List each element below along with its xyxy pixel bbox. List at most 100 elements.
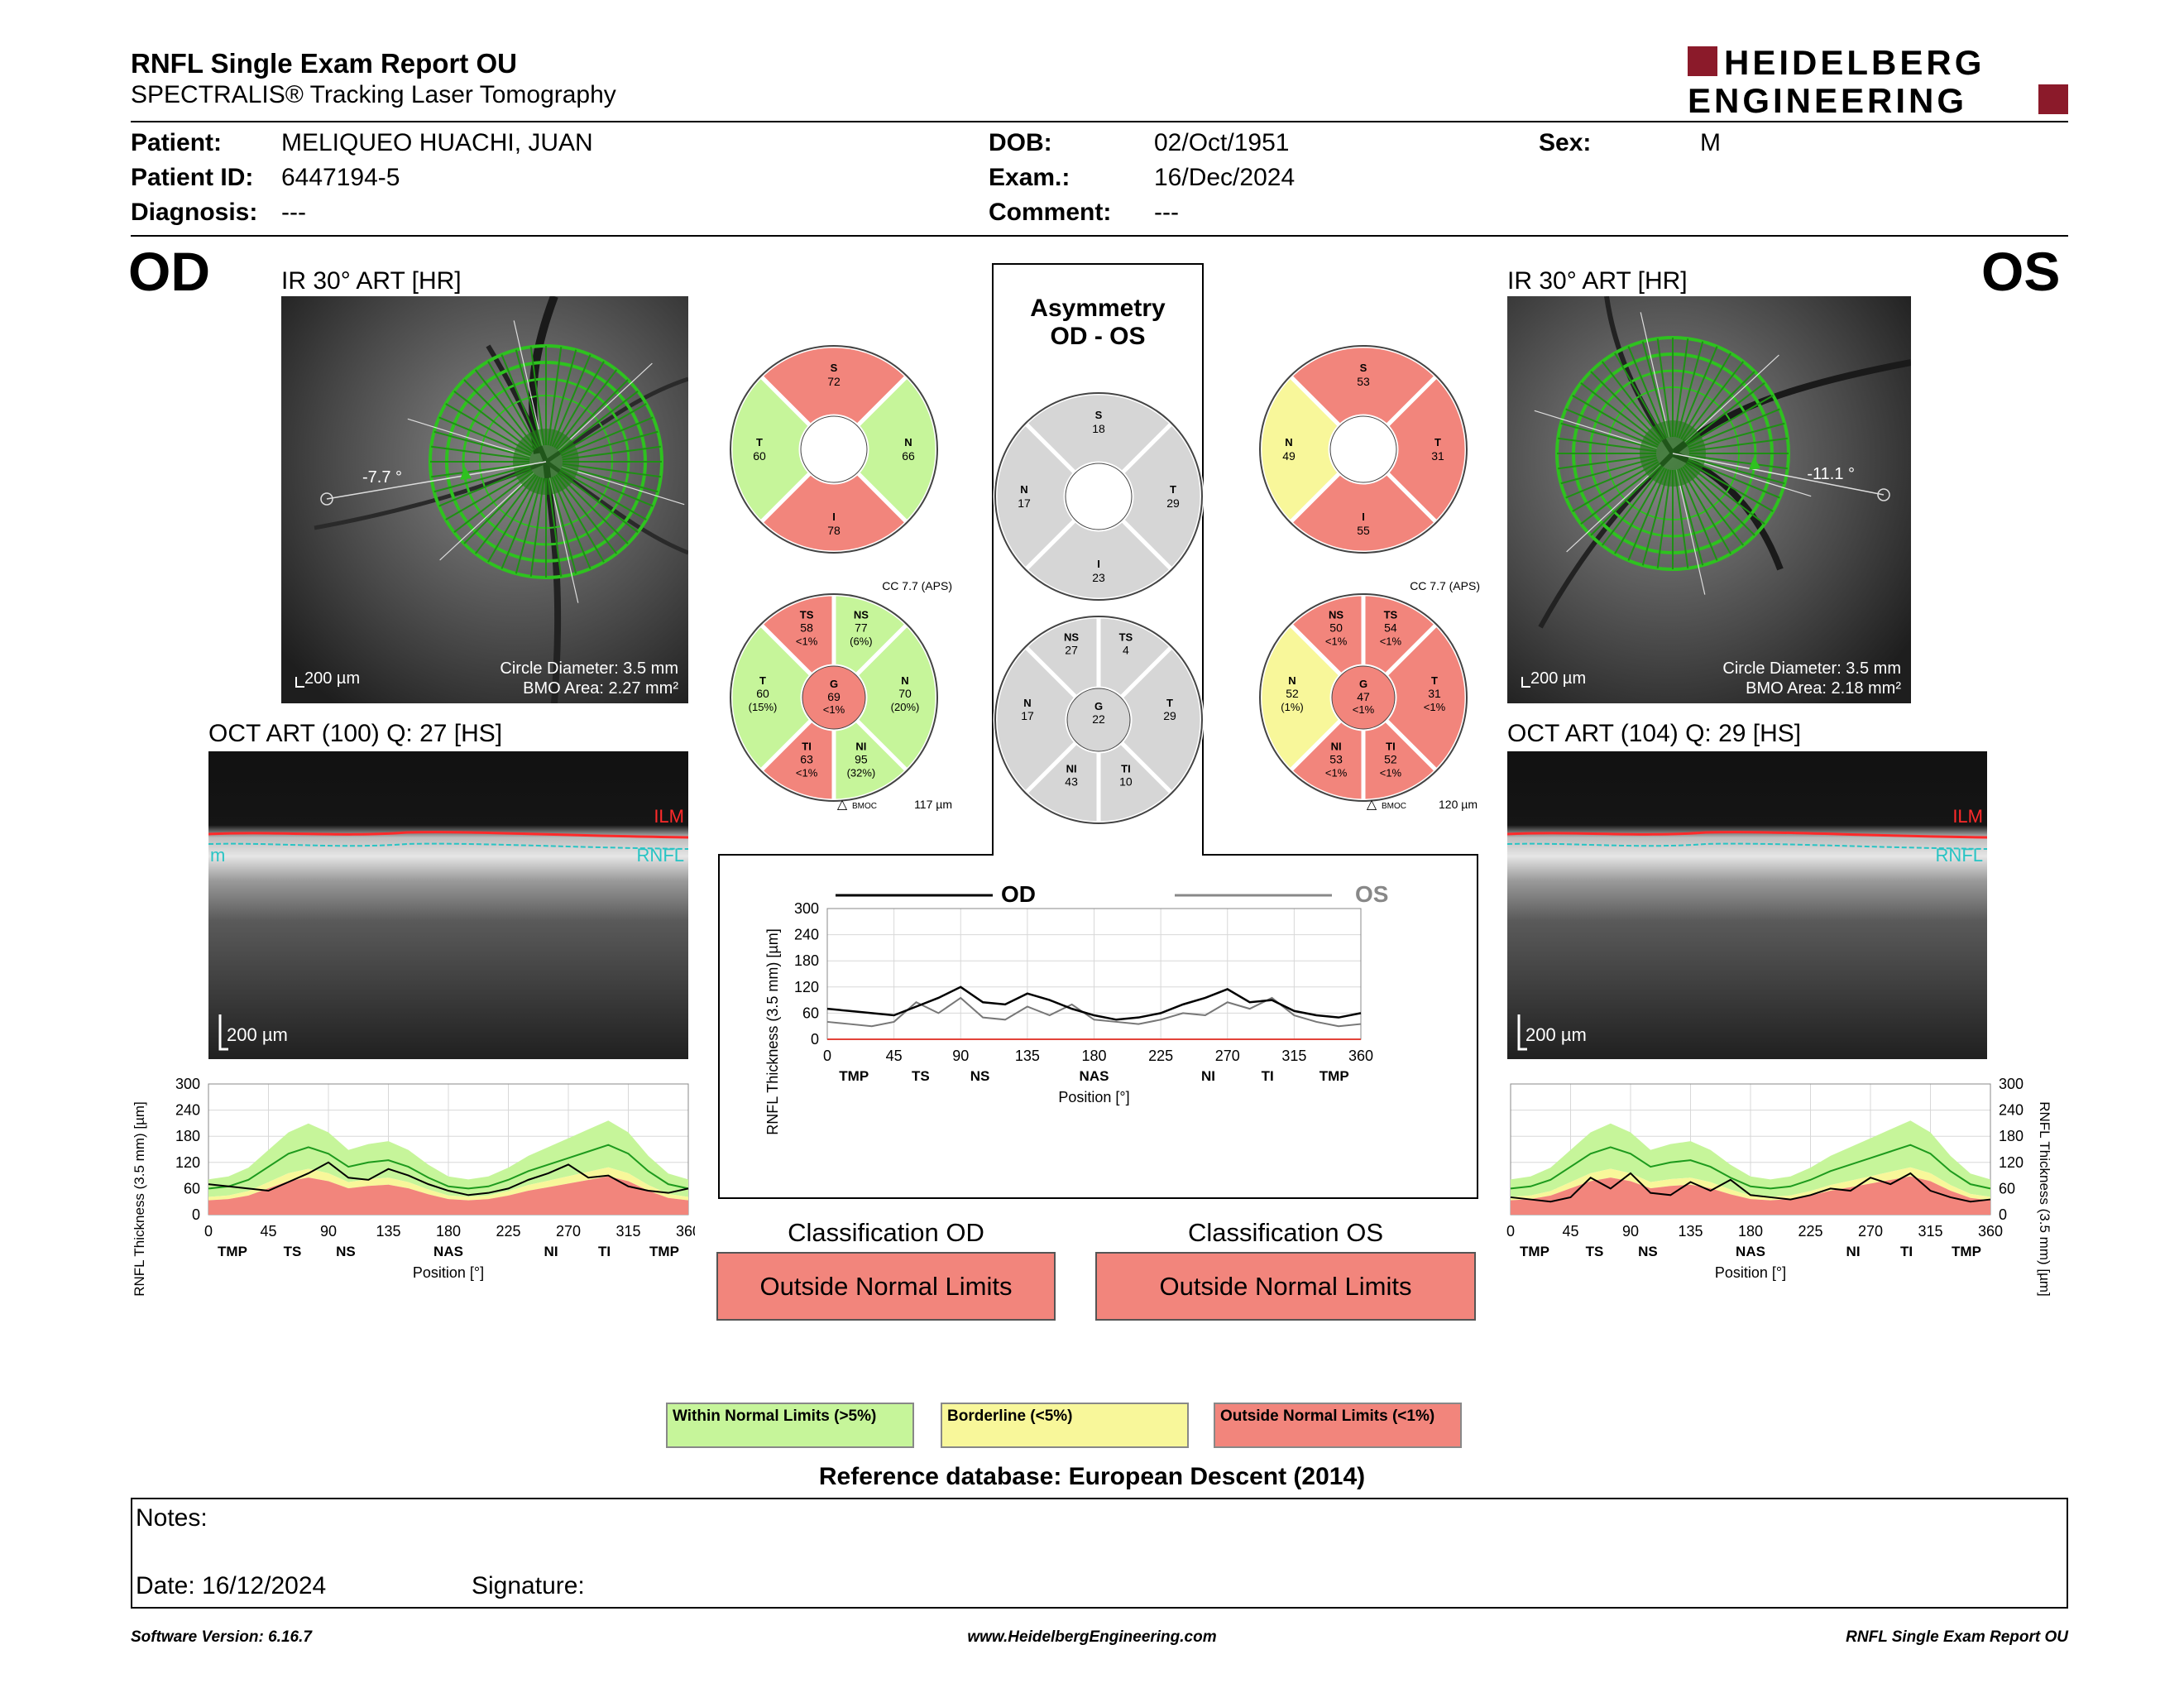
od-sector-n-label: N [901, 674, 908, 687]
os-oct-caption: OCT ART (104) Q: 29 [HS] [1507, 720, 1802, 747]
exam-value: 16/Dec/2024 [1154, 164, 1296, 191]
x-tick-label: 225 [1148, 1048, 1173, 1064]
y-tick-label: 240 [1999, 1102, 2024, 1119]
os-sector-g-label: G [1359, 678, 1367, 690]
od-sector-ns-label: NS [854, 609, 869, 621]
x-tick-label: 90 [952, 1048, 969, 1064]
os-rnfl: RNFL [1936, 845, 1983, 866]
y-tick-label: 300 [1999, 1076, 2024, 1092]
od-angle: -7.7 ° [362, 468, 402, 487]
os-quad-i-value: 55 [1357, 524, 1370, 537]
os-ilm: ILM [1952, 806, 1983, 827]
sector-label: NAS [433, 1244, 463, 1259]
od-sector-t-pct: (15%) [749, 701, 778, 713]
y-tick-label: 0 [811, 1031, 819, 1048]
os-fundus-image: -11.1 ° 200 µm Circle Diameter: 3.5 mm B… [1507, 296, 1911, 703]
os-sector-ts-pct: <1% [1380, 635, 1402, 648]
legend-outside: Outside Normal Limits (<1%) [1214, 1403, 1462, 1448]
y-tick-label: 180 [175, 1128, 200, 1144]
od-quad-n-label: N [904, 436, 912, 448]
borderline-band [208, 1167, 688, 1201]
sector-label: TS [912, 1068, 930, 1084]
os-profile-chart: 0 60 120 180 240 300 0 45 90 135 180 225 270 315 360 TM… [1499, 1067, 2078, 1316]
od-bmoc-icon: △ [837, 798, 848, 812]
asym-sector-t-value: 29 [1163, 709, 1176, 722]
x-tick-label: 270 [1858, 1223, 1883, 1240]
os-circle-diameter: Circle Diameter: 3.5 mm [1722, 659, 1901, 678]
od-sector-ni-value: 95 [855, 752, 868, 765]
x-tick-label: 0 [204, 1223, 213, 1240]
y-tick-label: 60 [802, 1005, 819, 1021]
od-sector-ns-value: 77 [855, 621, 868, 635]
od-series-line [826, 985, 1362, 1021]
reference-database: Reference database: European Descent (20… [818, 1463, 1366, 1490]
os-quad-n-value: 49 [1282, 449, 1296, 463]
asym-sector-ns-label: NS [1064, 631, 1079, 644]
od-sector-g-value: 69 [827, 690, 841, 703]
asym-quad-n-value: 17 [1018, 496, 1031, 510]
os-bmoc-icon: △ [1367, 798, 1377, 812]
od-sector-g [802, 665, 866, 730]
company-logo: HEIDELBERG ENGINEERING [1688, 43, 2068, 120]
od-oct-scale: 200 µm [227, 1024, 288, 1045]
x-tick-label: 180 [1081, 1048, 1106, 1064]
os-quad-s-label: S [1360, 362, 1367, 374]
y-tick-label: 60 [1999, 1180, 2015, 1196]
normal-mean-line [208, 1144, 689, 1190]
legend-within: Within Normal Limits (>5%) [666, 1403, 914, 1448]
x-tick-label: 270 [556, 1223, 581, 1240]
x-axis-label: Position [°] [413, 1264, 484, 1281]
od-ilm: ILM [654, 806, 684, 827]
y-tick-label: 120 [175, 1154, 200, 1171]
os-scale: 200 µm [1530, 669, 1586, 688]
os-sector-t-pct: <1% [1424, 701, 1446, 713]
asym-quad-i-value: 23 [1092, 571, 1105, 584]
od-sector-ti-label: TI [802, 740, 812, 752]
logo-square-top [1688, 46, 1717, 76]
os-classification-badge: Outside Normal Limits [1095, 1252, 1476, 1321]
sector-label: NS [336, 1244, 356, 1259]
x-tick-label: 135 [1015, 1048, 1040, 1064]
os-sector-ns-label: NS [1329, 609, 1343, 621]
od-sector-t-label: T [759, 674, 766, 687]
asym-sector-g-value: 22 [1092, 712, 1105, 726]
x-tick-label: 315 [615, 1223, 640, 1240]
asym-sector-ns-value: 27 [1065, 644, 1078, 657]
normal-band-lower [1511, 1144, 1990, 1197]
sector-label: NI [544, 1244, 558, 1259]
od-sector-g-pct: <1% [823, 703, 845, 716]
sector-label: TMP [839, 1068, 869, 1084]
od-quad-n-value: 66 [902, 449, 915, 463]
od-sector-g-label: G [830, 678, 838, 690]
asym-quad-s-label: S [1095, 409, 1103, 421]
outside-band [208, 1176, 688, 1215]
od-bmoc-label: BMOC [852, 802, 877, 811]
od-eye-label: OD [128, 241, 210, 302]
y-tick-label: 300 [794, 900, 819, 917]
od-sector-ns-pct: (6%) [850, 635, 872, 648]
x-tick-label: 45 [260, 1223, 276, 1240]
od-bmo-area: BMO Area: 2.27 mm² [523, 679, 678, 698]
od-profile-chart: 0 60 120 180 240 300 0 45 90 135 180 225 270 315 360 TM… [132, 1067, 701, 1316]
os-sector-g-pct: <1% [1353, 703, 1375, 716]
sector-label: NAS [1736, 1244, 1765, 1259]
patient-divider [131, 235, 2068, 237]
measured-line [208, 1161, 689, 1196]
exam-label: Exam.: [989, 164, 1070, 191]
od-sector-t-value: 60 [756, 687, 769, 700]
x-tick-label: 225 [496, 1223, 520, 1240]
od-classification-label: Classification OD [788, 1218, 984, 1247]
comment-label: Comment: [989, 199, 1112, 226]
legend-borderline: Borderline (<5%) [941, 1403, 1189, 1448]
notes-box [131, 1498, 2068, 1609]
os-series-line [826, 996, 1362, 1028]
os-sector-ni-value: 53 [1329, 752, 1343, 765]
od-oct-caption: OCT ART (100) Q: 27 [HS] [208, 720, 503, 747]
asym-quad-t-label: T [1170, 483, 1176, 496]
legend-os-label: OS [1355, 881, 1388, 907]
diagnosis-value: --- [281, 199, 306, 226]
x-tick-label: 45 [1562, 1223, 1578, 1240]
asym-sector-ts-label: TS [1119, 631, 1133, 644]
asym-quad-i-label: I [1097, 558, 1100, 570]
sector-label: NS [970, 1068, 990, 1084]
